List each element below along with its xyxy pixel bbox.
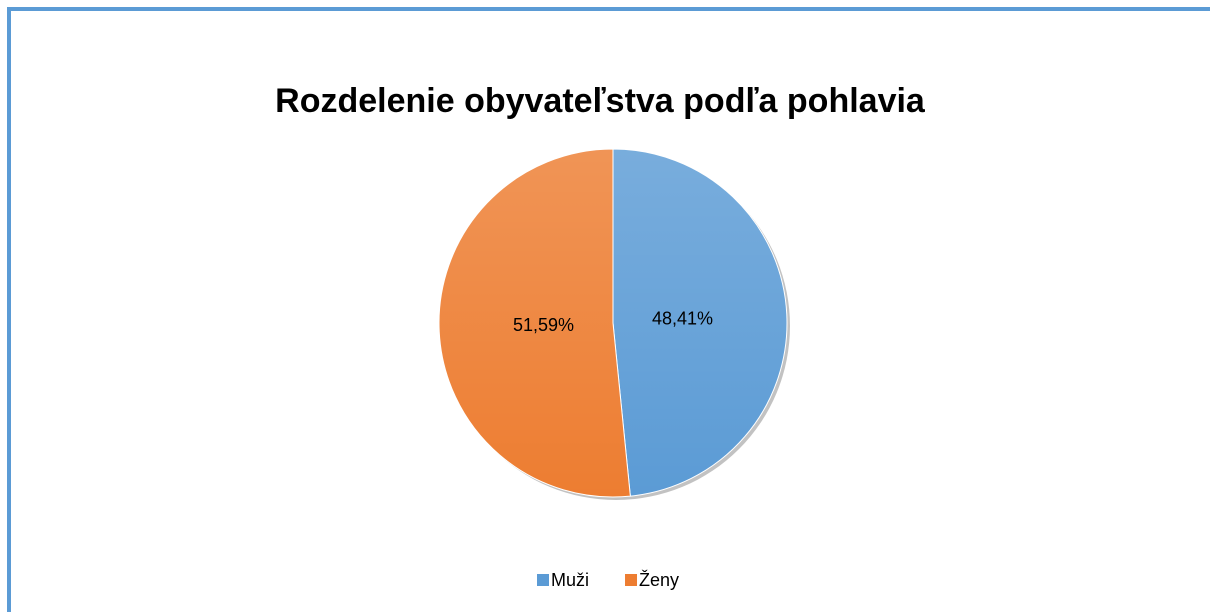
slice-shade <box>439 149 631 497</box>
legend: Muži Ženy <box>537 570 679 590</box>
legend-label: Muži <box>551 570 589 590</box>
chart-title: Rozdelenie obyvateľstva podľa pohlavia <box>275 82 926 120</box>
legend-swatch <box>537 574 549 586</box>
data-label: 51,59% <box>513 315 574 335</box>
legend-label: Ženy <box>639 570 679 590</box>
slice-shade <box>613 149 788 497</box>
legend-swatch <box>625 574 638 586</box>
frame <box>7 7 1210 612</box>
data-label: 48,41% <box>652 308 713 328</box>
